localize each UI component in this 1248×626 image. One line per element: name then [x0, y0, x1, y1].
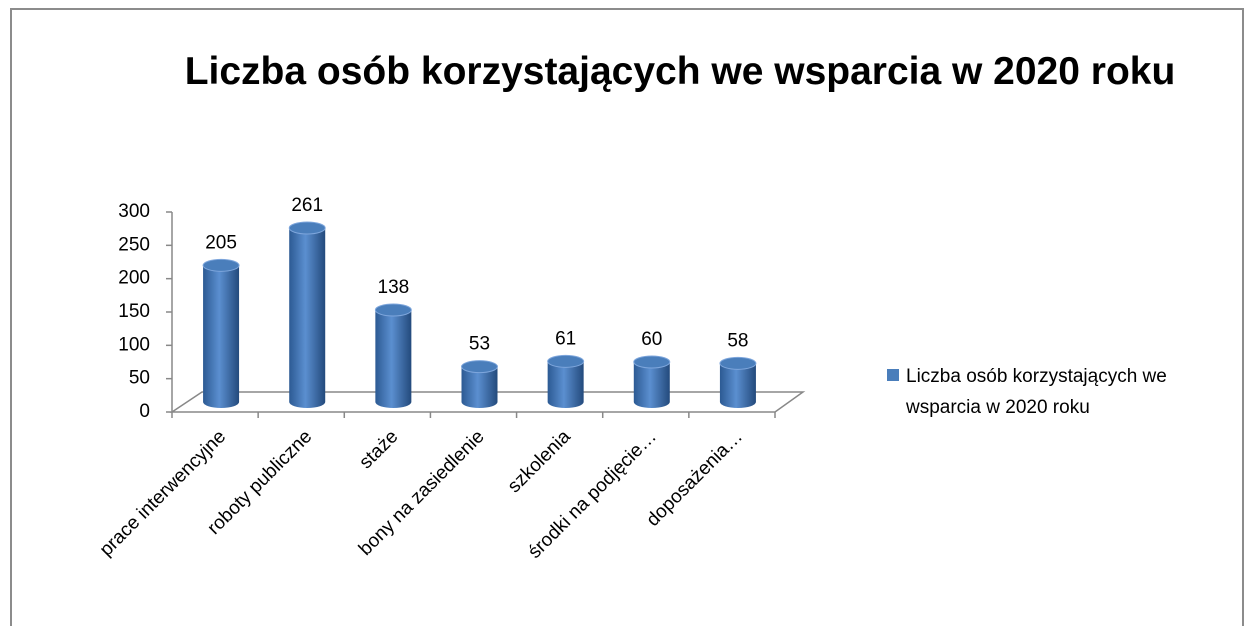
- value-label: 60: [641, 329, 662, 350]
- bar: [547, 354, 585, 408]
- chart-frame: [10, 8, 1244, 626]
- y-tick-label: 200: [118, 268, 150, 289]
- value-label: 138: [378, 277, 410, 298]
- legend-label: Liczba osób korzystających we wsparcia w…: [906, 366, 1167, 418]
- bar: [633, 355, 671, 408]
- y-tick-label: 300: [118, 201, 150, 222]
- value-label: 205: [205, 232, 237, 253]
- legend-key: [887, 369, 899, 381]
- value-label: 61: [555, 328, 576, 349]
- x-tick-label: staże: [355, 426, 402, 473]
- value-label: 58: [727, 330, 748, 351]
- y-tick-label: 250: [118, 234, 150, 255]
- y-tick-label: 0: [139, 401, 150, 422]
- y-tick-label: 50: [129, 368, 150, 389]
- floor: [169, 391, 806, 413]
- value-label: 261: [291, 195, 323, 216]
- x-tick-label: prace interwencyjne: [96, 426, 230, 560]
- y-tick-label: 150: [118, 301, 150, 322]
- bar: [288, 221, 326, 408]
- y-tick-label: 100: [118, 334, 150, 355]
- x-tick-label: szkolenia: [504, 426, 575, 497]
- chart-title: Liczba osób korzystających we wsparcia w…: [184, 50, 1176, 93]
- bar: [374, 303, 412, 408]
- bar: [719, 356, 757, 408]
- value-label: 53: [469, 334, 490, 355]
- bar: [461, 360, 498, 408]
- bar: [202, 258, 240, 408]
